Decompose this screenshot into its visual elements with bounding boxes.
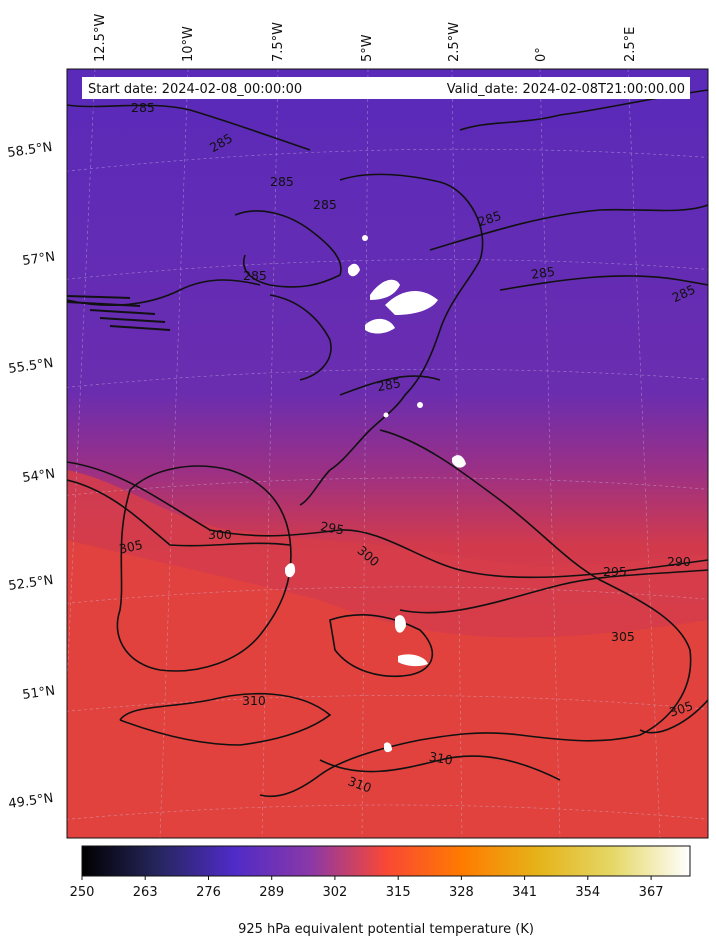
header-box [82, 77, 690, 99]
graticule [67, 69, 708, 838]
lat-label: 57°N [21, 250, 56, 269]
contour-label: 285 [243, 268, 267, 283]
lon-label: 2.5°W [447, 22, 462, 62]
contour-label: 305 [118, 537, 144, 557]
contour-label: 295 [319, 519, 345, 538]
lat-label: 51°N [21, 684, 56, 703]
lon-label: 5°W [360, 34, 375, 62]
contour-label: 285 [376, 375, 402, 394]
lon-label: 2.5°E [623, 27, 638, 62]
colorbar-tick-label: 354 [575, 885, 600, 900]
contour-label: 310 [242, 693, 266, 708]
lon-label: 12.5°W [93, 14, 108, 62]
noisy-contours [67, 295, 171, 331]
missing-data-patches [285, 235, 466, 753]
longitude-labels: 12.5°W 10°W 7.5°W 5°W 2.5°W 0° 2.5°E [93, 14, 638, 62]
lon-label: 0° [534, 47, 549, 62]
contour-label: 310 [428, 749, 454, 768]
colorbar-tick-label: 328 [449, 885, 474, 900]
colorbar-tick-label: 315 [386, 885, 411, 900]
contour-label: 285 [530, 264, 556, 282]
map-panel [67, 69, 708, 838]
colorbar-tick-label: 289 [259, 885, 284, 900]
lat-label: 55.5°N [7, 356, 54, 377]
contour-label: 305 [611, 629, 635, 644]
colorbar-title: 925 hPa equivalent potential temperature… [238, 922, 534, 937]
contour-label: 300 [208, 527, 232, 542]
colorbar-tick-label: 367 [639, 885, 664, 900]
contour-label: 295 [603, 564, 627, 579]
latitude-labels: 58.5°N 57°N 55.5°N 54°N 52.5°N 51°N 49.5… [6, 140, 56, 812]
colorbar-tick-label: 302 [322, 885, 347, 900]
map-frame [66, 68, 709, 839]
lon-label: 10°W [181, 26, 196, 62]
colorbar-ticks [81, 876, 652, 880]
contour-label: 285 [270, 174, 294, 189]
lat-label: 58.5°N [6, 140, 53, 161]
contour-label: 285 [476, 208, 503, 230]
start-date-label: Start date: 2024-02-08_00:00:00 [88, 82, 302, 97]
contour-label: 305 [667, 698, 694, 720]
lat-label: 54°N [21, 467, 56, 486]
colorbar-tick-label: 263 [133, 885, 158, 900]
colorbar: 250 263 276 289 302 315 328 341 354 367 … [70, 845, 691, 937]
lat-label: 49.5°N [7, 791, 54, 812]
warmer-air-region [67, 540, 708, 838]
contour-label: 285 [313, 197, 337, 212]
contour-label: 290 [667, 554, 691, 569]
lat-label: 52.5°N [7, 573, 54, 594]
valid-date-label: Valid_date: 2024-02-08T21:00:00.00 [447, 82, 685, 97]
colorbar-tick-label: 341 [512, 885, 537, 900]
colorbar-tick-label: 250 [70, 885, 95, 900]
colorbar-tick-label: 276 [196, 885, 221, 900]
lon-label: 7.5°W [271, 22, 286, 62]
contour-label: 285 [131, 100, 155, 115]
colorbar-gradient [81, 845, 691, 877]
